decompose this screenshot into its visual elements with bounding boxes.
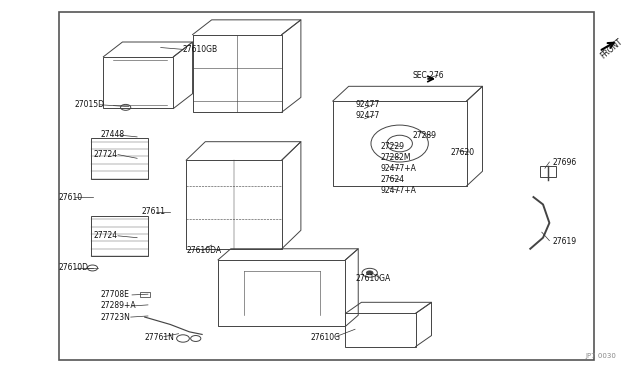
Bar	[91, 215, 148, 256]
Text: 27696: 27696	[552, 157, 577, 167]
Text: 27610: 27610	[59, 193, 83, 202]
Text: 27611: 27611	[141, 207, 166, 217]
Text: 27015D: 27015D	[75, 100, 105, 109]
Text: 92477: 92477	[355, 100, 380, 109]
Text: 27619: 27619	[552, 237, 577, 246]
Bar	[140, 292, 150, 297]
Text: 27610GB: 27610GB	[183, 45, 218, 54]
Text: FRONT: FRONT	[599, 36, 625, 60]
Text: SEC.276: SEC.276	[412, 71, 444, 80]
Text: 92477+A: 92477+A	[381, 164, 417, 173]
Text: 27282M: 27282M	[381, 153, 411, 162]
Bar	[103, 57, 173, 109]
Text: 92477+A: 92477+A	[381, 186, 417, 195]
Text: 27610G: 27610G	[310, 333, 340, 342]
Text: 27289+A: 27289+A	[100, 301, 136, 311]
Text: 27761N: 27761N	[145, 333, 175, 342]
Text: 27723N: 27723N	[100, 312, 130, 321]
Text: 27620: 27620	[451, 148, 475, 157]
Circle shape	[367, 271, 373, 275]
Bar	[91, 138, 148, 179]
Bar	[59, 13, 594, 359]
Text: 27724: 27724	[94, 150, 118, 159]
Text: 27610DA: 27610DA	[186, 246, 221, 255]
Bar	[346, 313, 415, 347]
Text: 27708E: 27708E	[100, 291, 129, 299]
Text: 27448: 27448	[100, 130, 124, 139]
Text: 27610GA: 27610GA	[355, 274, 390, 283]
Text: JP7 0030: JP7 0030	[586, 353, 616, 359]
Bar	[540, 166, 556, 177]
Text: 27610D: 27610D	[59, 263, 89, 272]
Text: 27624: 27624	[381, 175, 404, 184]
Text: 27229: 27229	[381, 142, 404, 151]
Text: 92477: 92477	[355, 110, 380, 120]
Text: 27289: 27289	[412, 131, 436, 140]
Text: 27724: 27724	[94, 231, 118, 240]
